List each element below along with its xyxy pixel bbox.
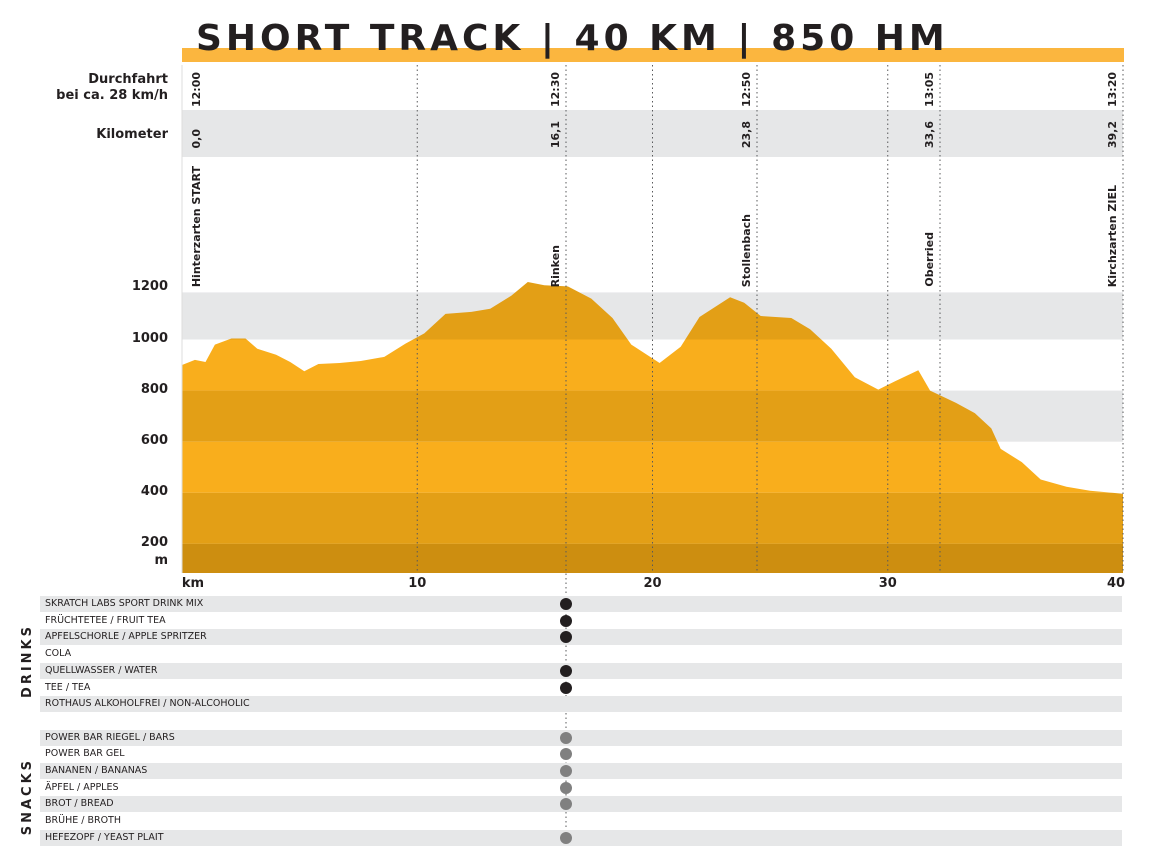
supply-row: QUELLWASSER / WATER [40,662,1122,679]
station-name: Stollenbach [740,213,753,287]
availability-dot [560,781,572,794]
availability-dot [560,681,572,694]
x-tick-label: 10 [408,576,427,591]
station-name: Rinken [549,244,562,287]
station-km: 23,8 [740,120,753,148]
x-tick-label: 40 [1106,576,1126,591]
section-label: DRINKS [20,624,35,699]
availability-dot [560,664,572,677]
station-km: 16,1 [549,120,562,148]
availability-dot [560,731,572,744]
station-time: 13:05 [923,71,936,107]
y-tick-label: 600 [140,432,168,448]
availability-dot [560,798,572,811]
time-row-label-line2: bei ca. 28 km/h [56,88,168,103]
station-time: 12:50 [740,71,753,107]
station-time: 12:30 [549,71,562,107]
supply-item-label: BROT / BREAD [45,798,114,810]
availability-dot [560,598,572,610]
supply-row: FRÜCHTETEE / FRUIT TEA [40,613,1122,629]
availability-dot [560,631,572,644]
supply-row: SKRATCH LABS SPORT DRINK MIX [40,596,1122,612]
page-title: SHORT TRACK | 40 KM | 850 HM [196,18,949,59]
km-row-label: Kilometer [96,127,168,142]
y-axis-unit: m [154,553,168,568]
time-row-label-line1: Durchfahrt [88,72,168,87]
station-time: 12:00 [190,71,203,107]
elevation-band [182,339,1123,391]
y-tick-label: 1200 [131,279,168,295]
station-name: Oberried [923,232,936,287]
supply-item-label: QUELLWASSER / WATER [45,664,158,676]
elevation-band [182,543,1123,573]
supply-row: HEFEZOPF / YEAST PLAIT [40,829,1122,846]
supply-row: ROTHAUS ALKOHOLFREI / NON-ALCOHOLIC [40,696,1122,713]
availability-dot [560,831,572,844]
supply-row: BROT / BREAD [40,796,1122,813]
station-name: Hinterzarten START [190,165,203,287]
section-label: SNACKS [20,758,35,836]
supply-item-label: BANANEN / BANANAS [45,765,148,776]
x-axis-unit: km [181,576,205,591]
y-tick-label: 800 [140,381,168,397]
time-row-label: Durchfahrt bei ca. 28 km/h [56,72,168,104]
elevation-band [182,441,1123,493]
supply-item-label: APFELSCHORLE / APPLE SPRITZER [45,631,207,643]
supply-item-label: FRÜCHTETEE / FRUIT TEA [45,614,166,626]
supply-row: POWER BAR GEL [40,746,1122,762]
availability-dot [560,765,572,777]
supply-item-label: POWER BAR RIEGEL / BARS [45,731,175,743]
supply-row: COLA [40,646,1122,662]
title-bar [182,48,1124,62]
y-tick-label: 400 [140,483,168,499]
elevation-band [182,492,1123,544]
supply-row: POWER BAR RIEGEL / BARS [40,729,1122,746]
supply-item-label: COLA [45,648,72,660]
station-name: Kirchzarten ZIEL [1106,184,1119,287]
station-km: 33,6 [923,120,936,148]
y-tick-label: 200 [140,534,168,550]
supply-item-label: TEE / TEA [45,681,91,693]
supply-item-label: SKRATCH LABS SPORT DRINK MIX [45,598,204,609]
availability-dot [560,748,572,761]
station-time: 13:20 [1106,71,1119,107]
supply-row: ÄPFEL / APPLES [40,780,1122,796]
supply-row: APFELSCHORLE / APPLE SPRITZER [40,629,1122,646]
y-tick-label: 1000 [131,330,168,346]
station-km: 39,2 [1106,120,1119,148]
supply-row: BANANEN / BANANAS [40,763,1122,779]
supply-item-label: POWER BAR GEL [45,748,125,760]
supply-item-label: HEFEZOPF / YEAST PLAIT [45,831,164,843]
x-tick-label: 20 [643,576,662,591]
availability-dot [560,614,572,627]
supply-row: TEE / TEA [40,680,1122,696]
supply-item-label: ROTHAUS ALKOHOLFREI / NON-ALCOHOLIC [45,698,250,710]
supply-item-label: BRÜHE / BROTH [45,815,121,827]
supply-item-label: ÄPFEL / APPLES [45,781,119,793]
station-km: 0,0 [190,128,203,149]
supply-row: BRÜHE / BROTH [40,813,1122,829]
x-tick-label: 30 [878,576,897,591]
